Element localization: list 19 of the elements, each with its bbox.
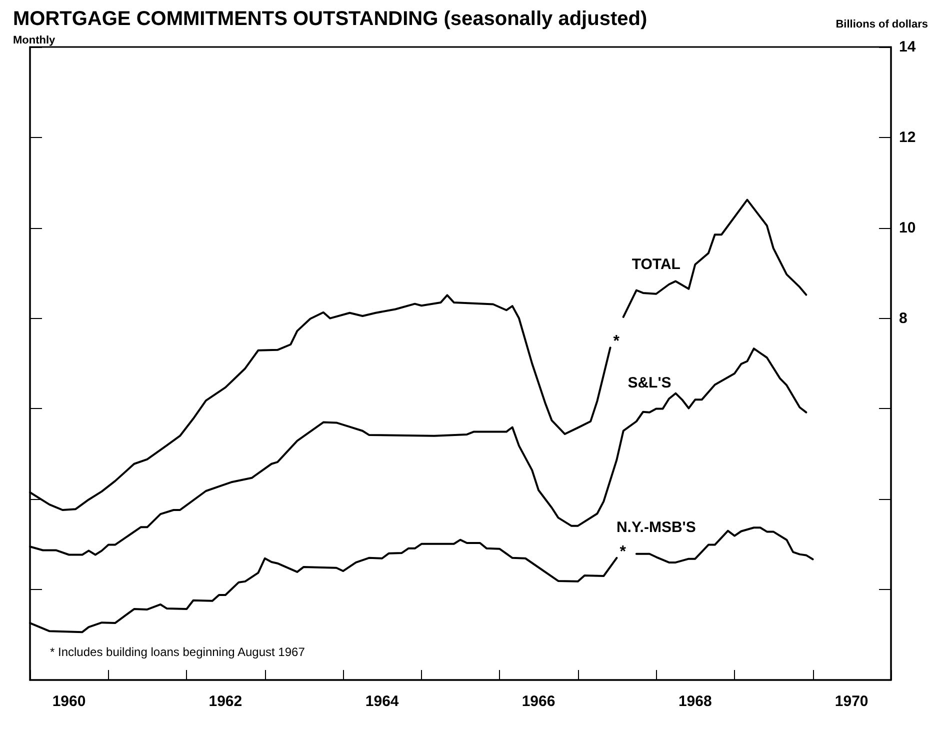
x-tick-label: 1960 bbox=[52, 693, 86, 710]
series-label: TOTAL bbox=[632, 256, 680, 273]
annotation: * bbox=[620, 543, 627, 560]
x-tick-label: 1966 bbox=[522, 693, 556, 710]
x-tick-label: 1964 bbox=[365, 693, 400, 710]
y-tick-label: 8 bbox=[899, 310, 908, 327]
annotation: * Includes building loans beginning August 1967 bbox=[50, 645, 306, 659]
x-tick-label: 1968 bbox=[678, 693, 712, 710]
annotation: * bbox=[613, 333, 620, 350]
x-tick-label: 1962 bbox=[208, 693, 242, 710]
y-tick-label: 12 bbox=[899, 128, 916, 146]
y-tick-label: 10 bbox=[899, 219, 916, 236]
y-axis-title: Billions of dollars bbox=[836, 18, 928, 30]
chart-subtitle: Monthly bbox=[13, 34, 56, 46]
chart-title: MORTGAGE COMMITMENTS OUTSTANDING (seasonally adjusted) bbox=[13, 8, 648, 30]
x-tick-label: 1970 bbox=[834, 693, 868, 710]
series-label: S&L'S bbox=[628, 374, 672, 392]
y-tick-label: 14 bbox=[899, 38, 916, 56]
series-label: N.Y.-MSB'S bbox=[616, 519, 696, 536]
